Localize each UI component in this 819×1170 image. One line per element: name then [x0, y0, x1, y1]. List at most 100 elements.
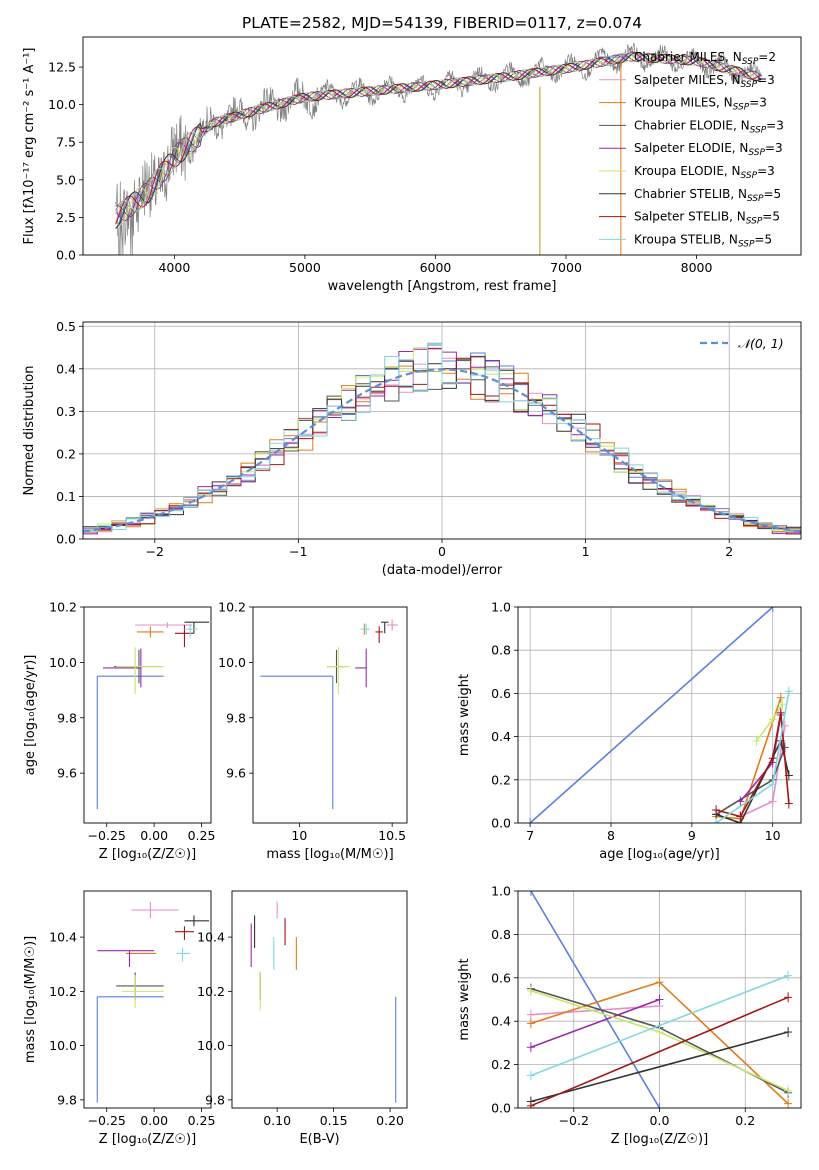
x-axis-label: Z [log₁₀(Z/Z☉)]	[99, 1132, 196, 1147]
legend-tail: =3	[757, 164, 775, 178]
legend: Chabrier MILES, NSSP=2 Salpeter MILES, NS…	[599, 50, 784, 249]
axes-frame	[82, 36, 802, 256]
x-tick-label: 0.2	[735, 1113, 755, 1128]
x-tick-label: 0.20	[376, 1113, 404, 1128]
x-axis-label: (data-model)/error	[382, 563, 503, 578]
errorbar-point	[327, 647, 350, 695]
errorbar-point	[121, 975, 164, 1008]
legend-tail: =3	[766, 118, 784, 132]
x-axis-label: mass [log₁₀(M/M☉)]	[266, 847, 393, 862]
errorbar-point	[360, 623, 370, 635]
x-tick-label: 7	[526, 828, 534, 843]
x-tick-label: 10	[765, 828, 781, 843]
x-axis-label: Z [log₁₀(Z/Z☉)]	[99, 847, 196, 862]
legend-sub: SSP	[742, 57, 759, 67]
y-tick-label: 10.0	[49, 1038, 77, 1053]
series-line	[529, 607, 774, 823]
errorbar-point	[260, 675, 334, 810]
plot-area	[83, 322, 801, 539]
y-tick-label: 9.6	[57, 766, 77, 781]
y-tick-label: 9.8	[57, 1092, 77, 1107]
y-tick-label: 0.3	[56, 404, 76, 419]
errorbar-point	[96, 996, 164, 1103]
x-tick-label: 10.5	[378, 828, 406, 843]
y-tick-label: 10.4	[49, 930, 77, 945]
axes-frame	[83, 606, 212, 824]
y-axis-label: Flux [fλ10⁻¹⁷ erg cm⁻² s⁻¹ A⁻¹]	[22, 48, 37, 245]
x-axis-label: E(B-V)	[299, 1132, 339, 1147]
y-tick-label: 9.8	[226, 710, 246, 725]
y-axis-label: mass [log₁₀(M/M☉)]	[23, 936, 38, 1063]
y-tick-label: 0.1	[56, 489, 76, 504]
plot-area	[250, 901, 397, 1103]
legend-sub: SSP	[750, 125, 767, 135]
legend-label: Kroupa MILES, NSSP=3	[634, 96, 767, 113]
errorbar-point	[174, 926, 194, 940]
errorbar-point	[96, 675, 164, 810]
y-tick-label: 10.2	[218, 600, 246, 615]
legend: 𝒩(0, 1)	[700, 336, 784, 351]
y-tick-label: 10.0	[48, 97, 76, 112]
x-axis-label: Z [log₁₀(Z/Z☉)]	[611, 1132, 708, 1147]
y-axis-label: Normed distribution	[22, 366, 37, 496]
legend-tail: =5	[754, 232, 772, 246]
y-tick-label: 0.2	[56, 446, 76, 461]
series-line	[530, 974, 789, 1077]
y-tick-label: 0.4	[491, 729, 511, 744]
x-tick-label: 1	[582, 544, 590, 559]
y-tick-label: 0.2	[491, 1057, 511, 1072]
series-line	[115, 51, 762, 225]
x-axis-label: age [log₁₀(age/yr)]	[599, 847, 720, 862]
y-tick-label: 0.2	[491, 772, 511, 787]
errorbar-point	[184, 915, 210, 927]
legend-tail: =5	[762, 210, 780, 224]
errorbar-point	[184, 621, 210, 634]
series-line	[530, 1031, 789, 1103]
y-axis-label: age [log₁₀(age/yr)]	[23, 655, 38, 776]
errorbar-point	[381, 621, 389, 634]
y-tick-label: 2.5	[56, 210, 76, 225]
errorbar-point	[131, 901, 179, 919]
x-tick-label: 8000	[681, 260, 713, 275]
legend-tail: =3	[757, 73, 775, 87]
plot-area	[518, 891, 801, 1108]
x-tick-label: 0.0	[650, 1113, 670, 1128]
y-tick-label: 0.4	[56, 361, 76, 376]
y-tick-label: 0.5	[56, 319, 76, 334]
x-tick-label: −0.25	[88, 1113, 126, 1128]
x-tick-label: 0.25	[188, 1113, 216, 1128]
legend-sub: SSP	[733, 103, 750, 113]
normal-curve	[83, 368, 801, 533]
plot-area	[96, 901, 210, 1103]
plot-area	[518, 607, 801, 823]
data-spectrum	[115, 42, 762, 255]
errorbar-point	[135, 622, 193, 628]
y-tick-label: 10.2	[197, 984, 225, 999]
x-tick-label: 4000	[158, 260, 190, 275]
y-tick-label: 10.4	[197, 930, 225, 945]
errorbar-point	[116, 647, 164, 695]
x-tick-label: 0.25	[188, 828, 216, 843]
y-tick-label: 0.0	[491, 1101, 511, 1116]
x-tick-label: 0.00	[140, 1113, 168, 1128]
x-tick-label: 5000	[289, 260, 321, 275]
errorbar-point	[102, 648, 142, 688]
panel-age_vs_Z: −0.25 0.00 0.25 9.6 9.8 10.0 10.2 Z [log₁₀(Z/Z☉…	[23, 600, 215, 863]
legend-label: Salpeter STELIB, NSSP=5	[634, 210, 780, 227]
x-tick-label: −0.25	[88, 828, 126, 843]
axes-frame	[252, 606, 408, 824]
panel-mass_weight_vs_Z: −0.2 0.0 0.2 0.0 0.2 0.4 0.6 0.8 1.0 Z [log₁₀(Z/Z…	[457, 884, 802, 1147]
y-tick-label: 10.0	[218, 655, 246, 670]
y-tick-label: 10.2	[49, 600, 77, 615]
y-tick-label: 10.2	[49, 984, 77, 999]
axes-frame	[517, 606, 802, 824]
errorbar-point	[137, 626, 164, 638]
y-tick-label: 9.8	[57, 710, 77, 725]
x-tick-label: −1	[289, 544, 307, 559]
axes-frame	[83, 890, 212, 1109]
histogram-step	[83, 342, 801, 533]
y-tick-label: 9.8	[205, 1092, 225, 1107]
y-tick-label: 12.5	[48, 60, 76, 75]
panel-residuals: −2 −1 0 1 2 0.0 0.1 0.2 0.3 0.4 0.5 (data-model)/er…	[22, 319, 802, 578]
y-tick-label: 9.6	[226, 766, 246, 781]
